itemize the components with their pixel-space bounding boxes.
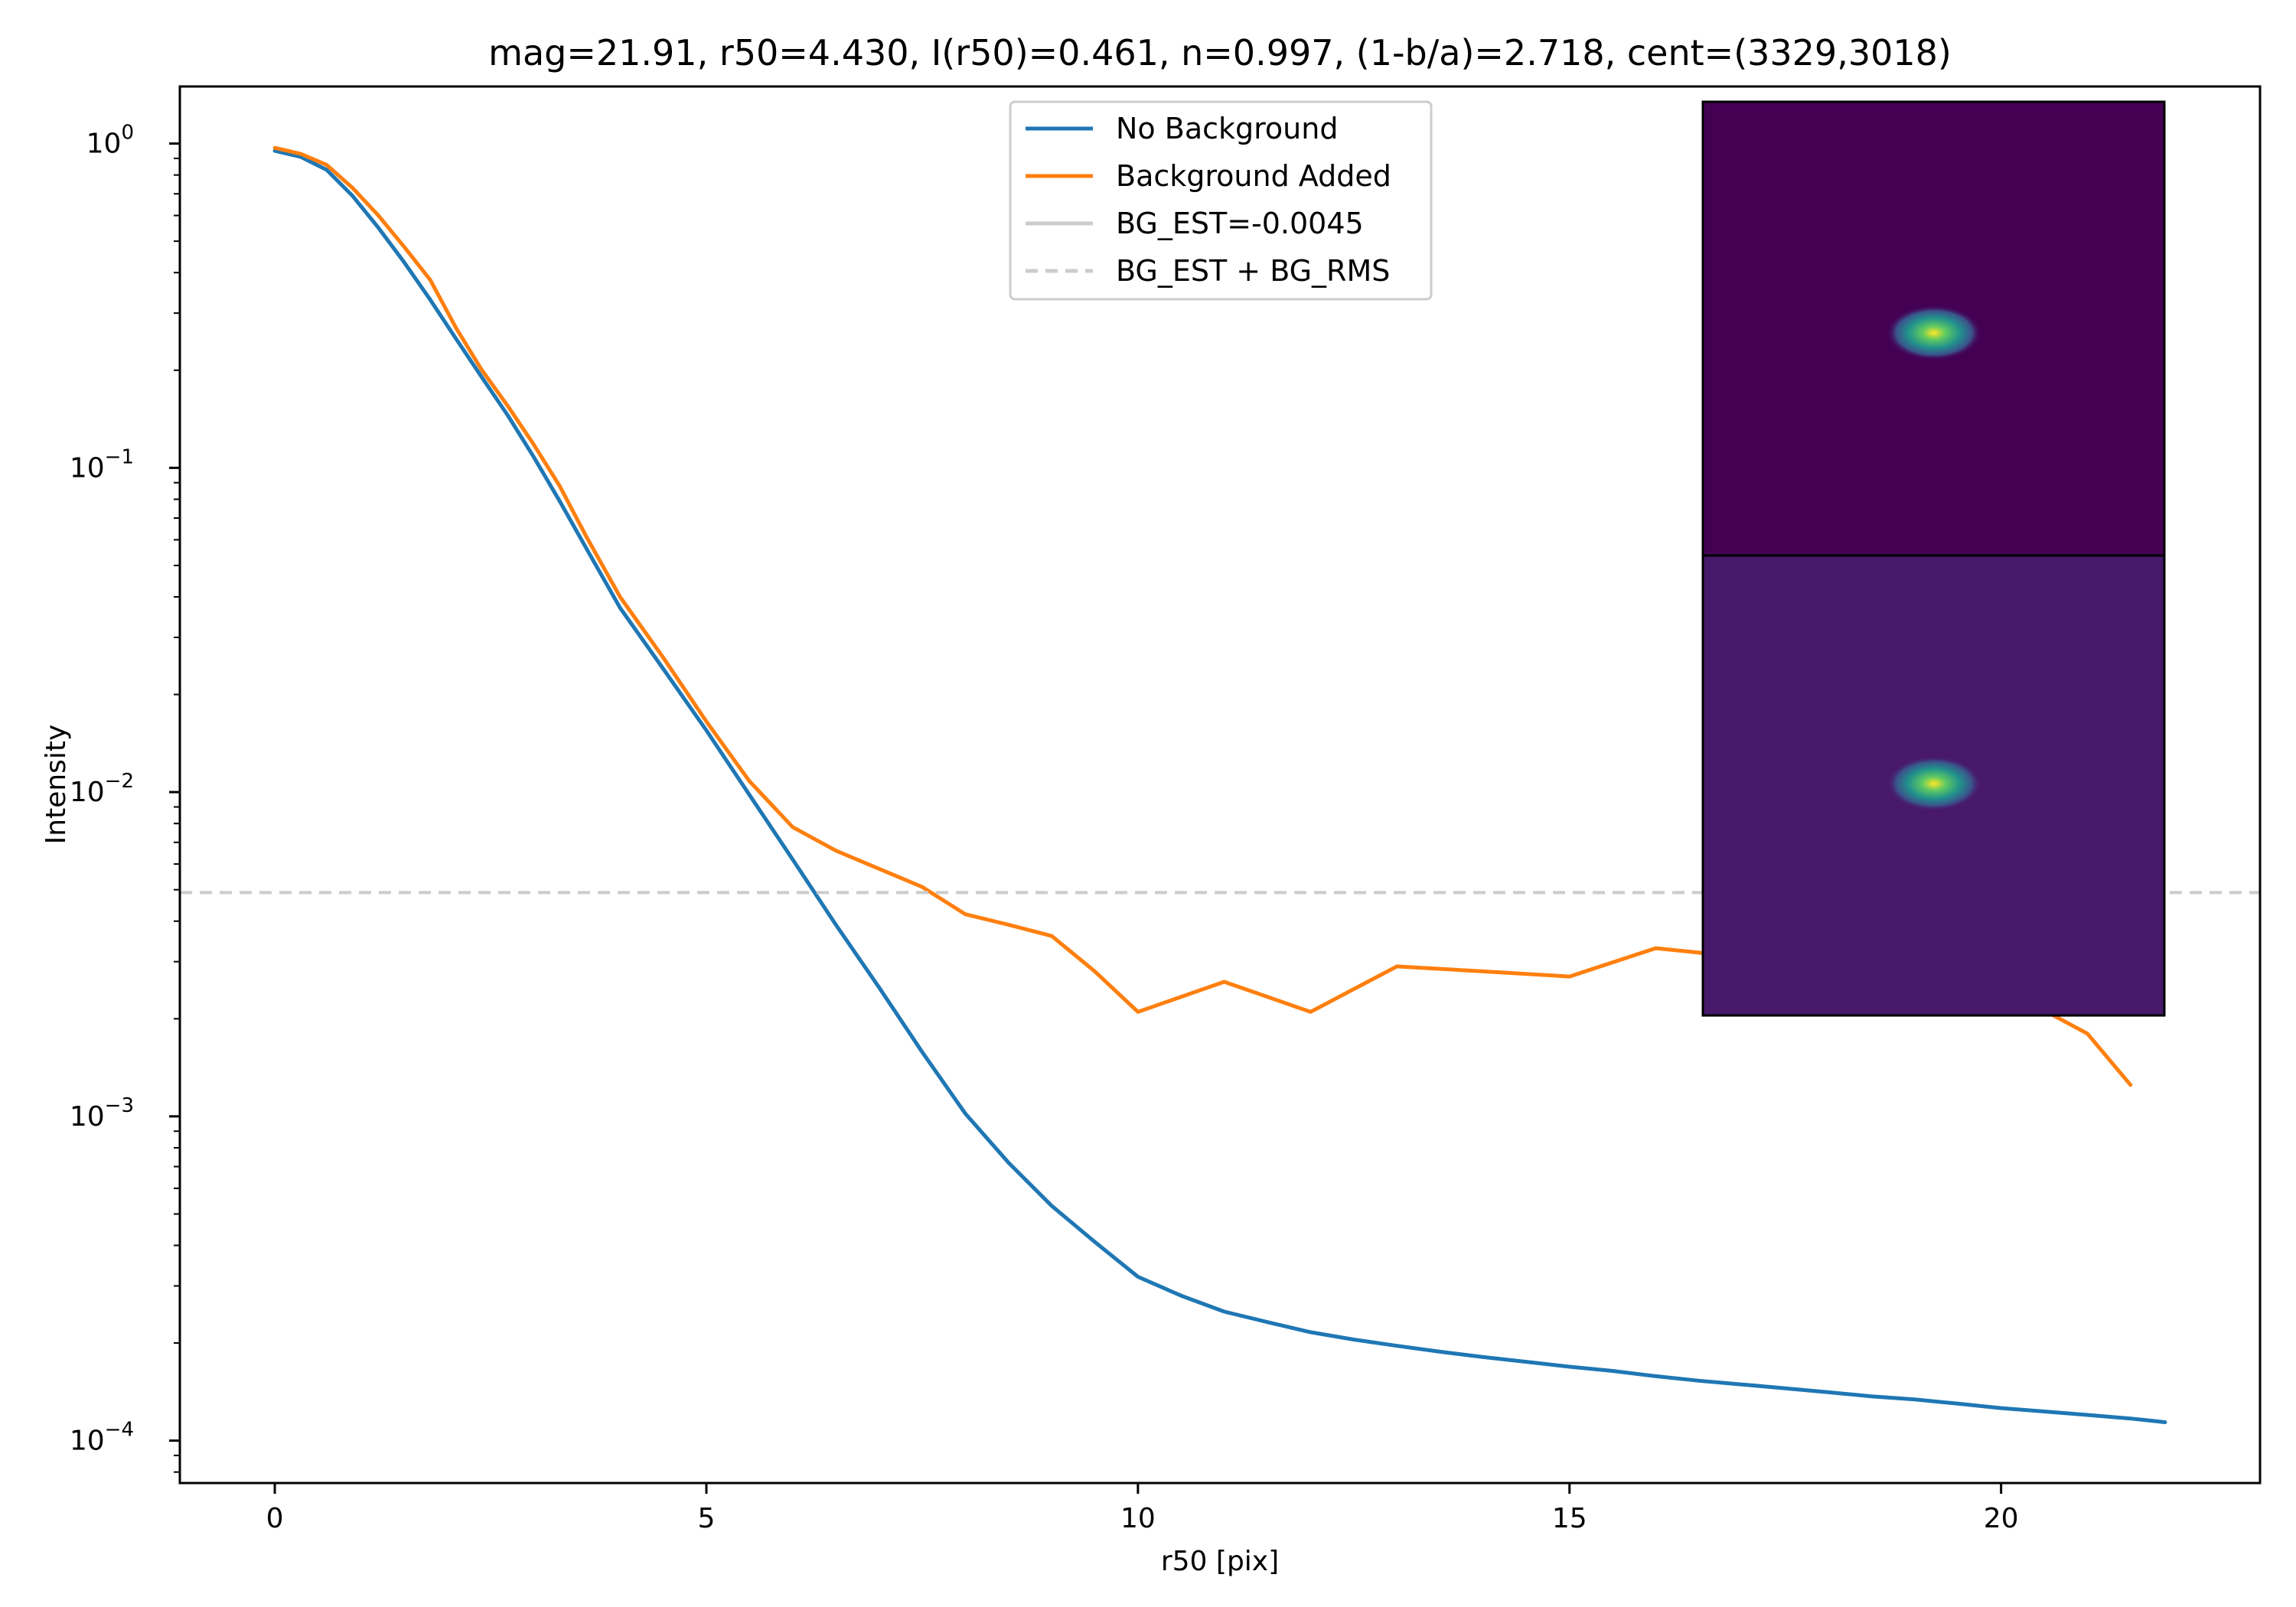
- legend-label: No Background: [1116, 112, 1338, 145]
- x-tick-label: 5: [698, 1503, 716, 1534]
- legend-label: BG_EST + BG_RMS: [1116, 254, 1390, 288]
- y-tick-label: 10−1: [70, 445, 134, 484]
- legend-label: BG_EST=-0.0045: [1116, 207, 1364, 240]
- x-tick-label: 15: [1552, 1503, 1587, 1534]
- series-line-0: [272, 148, 2167, 1424]
- x-tick-label: 0: [266, 1503, 284, 1534]
- series-line-1: [272, 145, 2133, 1087]
- legend-entries: No Background Background Added BG_EST=-0.0…: [1026, 112, 1391, 288]
- inset-source-blob: [1887, 756, 1981, 811]
- y-axis-label: Intensity: [41, 725, 72, 845]
- x-axis-label: r50 [pix]: [1161, 1546, 1279, 1577]
- inset-source-blob: [1887, 305, 1981, 360]
- y-tick-label: 10−3: [70, 1094, 134, 1133]
- axes-layer: 0 5 10 15 20 100 10−1 10−2 10−3 10−4: [70, 85, 2262, 1534]
- y-tick-label: 10−2: [70, 770, 134, 808]
- legend-box: [1009, 100, 1433, 301]
- x-tick-label: 10: [1120, 1503, 1156, 1534]
- plot-frame: [178, 85, 2262, 1485]
- y-tick-label: 10−4: [70, 1419, 134, 1457]
- inset-images: [1701, 100, 2166, 1017]
- legend-label: Background Added: [1116, 159, 1391, 193]
- x-tick-label: 20: [1984, 1503, 2019, 1534]
- chart-title: mag=21.91, r50=4.430, I(r50)=0.461, n=0.…: [488, 32, 1952, 73]
- legend: No Background Background Added BG_EST=-0.0…: [1009, 100, 1433, 301]
- y-tick-label: 100: [86, 122, 134, 160]
